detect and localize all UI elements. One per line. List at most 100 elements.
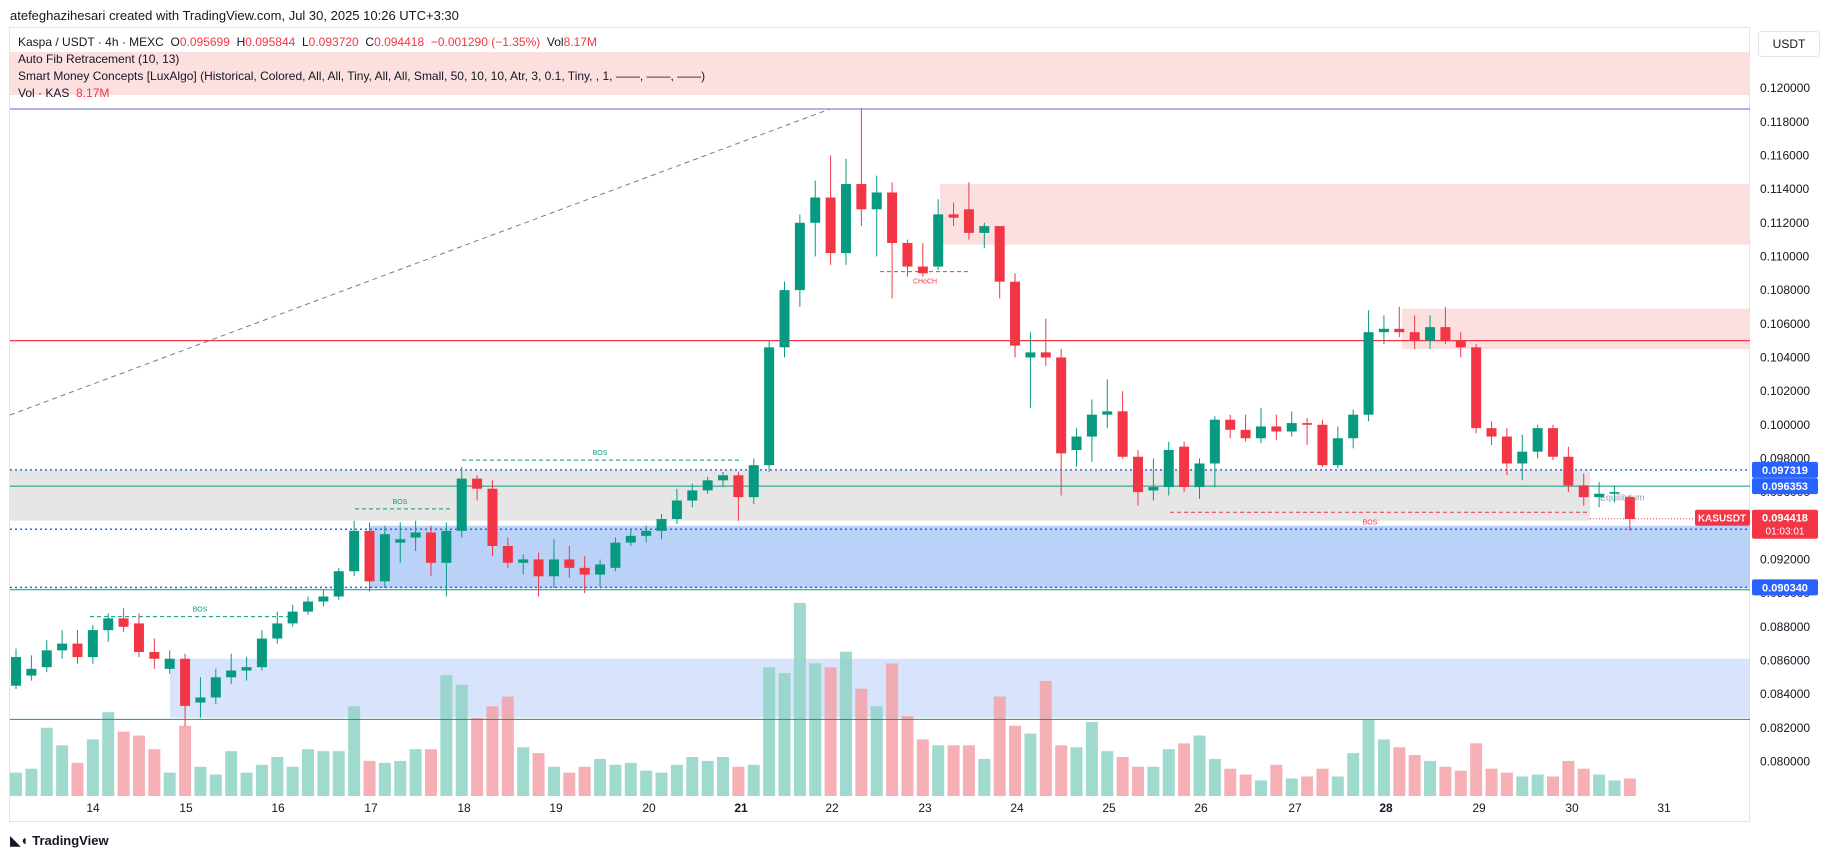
volume-bar xyxy=(1009,725,1022,796)
x-tick-label: 20 xyxy=(642,801,656,815)
x-tick-label: 23 xyxy=(918,801,932,815)
volume-bar xyxy=(763,667,776,796)
candle-body xyxy=(349,530,360,572)
volume-bar xyxy=(1424,760,1437,796)
volume-bar xyxy=(117,731,130,796)
level-price-tag-bg xyxy=(1752,478,1818,495)
candle-body xyxy=(1332,438,1343,466)
candle-body xyxy=(1486,428,1497,437)
candle-body xyxy=(226,670,237,678)
volume-bar xyxy=(1270,764,1283,796)
volume-bar xyxy=(394,760,407,796)
candle-body xyxy=(1348,414,1359,439)
candle-body xyxy=(87,630,98,658)
candle-body xyxy=(1548,428,1558,457)
y-tick-label: 0.084000 xyxy=(1760,687,1810,701)
indicator-fib[interactable]: Auto Fib Retracement (10, 13) xyxy=(18,52,180,66)
lines-layer xyxy=(9,108,1750,720)
volume-bar xyxy=(916,739,929,796)
candle-body xyxy=(1517,451,1528,464)
candle-body xyxy=(1609,492,1620,494)
volume-bar xyxy=(1193,735,1206,796)
indicator-volume[interactable]: Vol · KAS 8.17M xyxy=(18,85,705,102)
currency-selector[interactable]: USDT xyxy=(1758,31,1820,57)
volume-bar xyxy=(409,749,422,796)
volume-bar xyxy=(855,688,868,796)
candle-body xyxy=(149,652,160,659)
candle-body xyxy=(1317,424,1328,466)
volume-indicator-label: Vol · KAS xyxy=(18,86,70,100)
candle-body xyxy=(502,545,513,563)
candle-body xyxy=(410,532,421,538)
volume-indicator-value: 8.17M xyxy=(76,86,110,100)
candle-body xyxy=(979,226,990,233)
volume-bar xyxy=(132,735,145,796)
volume-bar xyxy=(1254,780,1267,796)
open-value: 0.095699 xyxy=(179,35,230,49)
candle-body xyxy=(1133,456,1144,493)
candle-body xyxy=(1179,446,1190,488)
x-tick-label: 21 xyxy=(734,801,748,815)
volume-bar xyxy=(870,706,883,796)
volume-bar xyxy=(1132,766,1145,796)
candle-body xyxy=(810,197,821,223)
symbol-title[interactable]: Kaspa / USDT · 4h · MEXC xyxy=(18,35,164,49)
volume-bar xyxy=(1316,768,1329,796)
candle-body xyxy=(133,623,144,653)
zones-layer xyxy=(10,52,1750,718)
candle-body xyxy=(1271,426,1282,432)
structure-label: BOS xyxy=(1363,519,1378,526)
volume-bar xyxy=(378,762,391,796)
candle-body xyxy=(1163,450,1174,488)
candle-body xyxy=(57,643,68,651)
x-tick-label: 19 xyxy=(549,801,563,815)
y-tick-label: 0.100000 xyxy=(1760,418,1810,432)
structure-layer: BOS BOS BOS CHoCH BOS Equilibrium xyxy=(90,271,1645,618)
y-tick-label: 0.092000 xyxy=(1760,552,1810,566)
candle-body xyxy=(487,488,498,546)
vol-label: Vol xyxy=(546,35,564,49)
volume-bar xyxy=(1178,743,1191,796)
volume-bar xyxy=(1516,776,1529,796)
volume-bar xyxy=(271,757,284,796)
volume-bar xyxy=(148,749,161,796)
volume-bar xyxy=(1608,780,1621,796)
volume-bar xyxy=(302,749,315,796)
volume-bar xyxy=(501,696,514,796)
y-tick-label: 0.108000 xyxy=(1760,283,1810,297)
volume-bar xyxy=(471,718,484,796)
candle-body xyxy=(702,480,713,491)
volume-bar xyxy=(1101,751,1114,796)
candle-body xyxy=(1071,436,1082,451)
candle-body xyxy=(856,184,867,210)
candle-body xyxy=(256,638,267,668)
volume-bar xyxy=(1454,770,1467,796)
volume-bar xyxy=(824,667,837,796)
candle-body xyxy=(1440,327,1451,341)
volume-bar xyxy=(793,602,806,796)
supply-zone-top xyxy=(10,52,1750,95)
candle-body xyxy=(579,567,590,575)
candle-body xyxy=(1240,429,1251,439)
volume-bar xyxy=(778,673,791,796)
candle-body xyxy=(1394,328,1405,333)
candle-body xyxy=(303,601,314,612)
volume-bar xyxy=(609,764,622,796)
tradingview-logo[interactable]: ◣◖ TradingView xyxy=(10,832,109,849)
level-price-tag: 0.096353 xyxy=(1762,481,1808,493)
y-tick-label: 0.086000 xyxy=(1760,653,1810,667)
indicator-smc[interactable]: Smart Money Concepts [LuxAlgo] (Historic… xyxy=(18,69,706,83)
volume-bar xyxy=(1577,768,1590,796)
y-tick-label: 0.112000 xyxy=(1760,216,1809,230)
candle-body xyxy=(425,532,436,563)
candle-body xyxy=(1010,281,1021,346)
volume-bar xyxy=(332,751,345,796)
volume-bar xyxy=(1485,768,1498,796)
candle-body xyxy=(195,697,206,703)
y-tick-label: 0.110000 xyxy=(1760,249,1809,263)
volume-bar xyxy=(1547,776,1559,796)
volume-bar xyxy=(1055,745,1068,796)
volume-bar xyxy=(40,727,53,796)
volume-bar xyxy=(624,762,637,796)
